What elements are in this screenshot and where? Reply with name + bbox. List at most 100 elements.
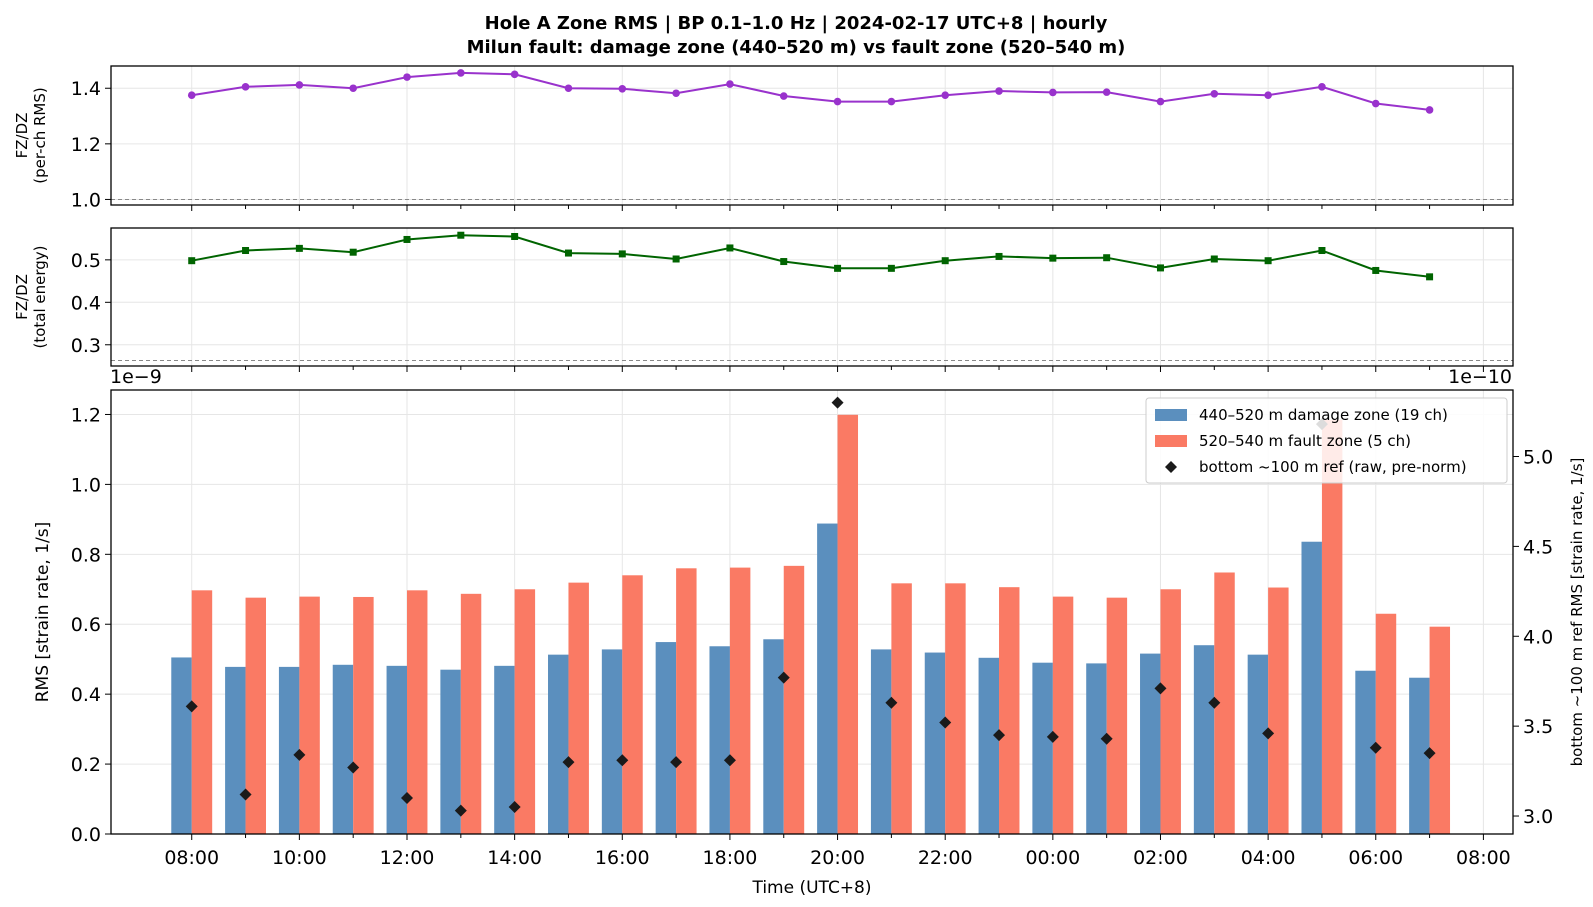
rms-ratio-panel: 1.0 1.2 1.4 FZ/DZ (per-ch RMS) bbox=[13, 65, 1514, 211]
x-tick-label: 18:00 bbox=[703, 847, 758, 869]
y-tick-label: 0.8 bbox=[71, 544, 101, 566]
damage-zone-bar bbox=[278, 666, 300, 834]
legend-label: 520–540 m fault zone (5 ch) bbox=[1199, 432, 1411, 450]
ratio-point bbox=[457, 69, 465, 77]
y-tick-label: 0.3 bbox=[71, 335, 101, 357]
reference-rms-marker bbox=[185, 700, 198, 713]
ratio-point bbox=[941, 257, 949, 265]
ratio-point bbox=[1372, 266, 1380, 274]
damage-zone-bar bbox=[548, 654, 569, 834]
fault-zone-bar bbox=[191, 590, 213, 834]
damage-zone-bar bbox=[709, 646, 730, 834]
fault-zone-bar bbox=[460, 593, 482, 834]
y-tick-label: 1.0 bbox=[71, 189, 101, 211]
fault-zone-bar bbox=[1052, 596, 1074, 834]
ratio-point bbox=[457, 231, 465, 239]
ratio-point bbox=[1318, 247, 1326, 255]
ratio-point bbox=[672, 255, 680, 263]
fault-zone-bar bbox=[1214, 572, 1235, 834]
reference-rms-marker bbox=[670, 756, 683, 769]
legend-swatch bbox=[1155, 409, 1187, 421]
damage-zone-bar bbox=[171, 657, 192, 834]
ratio-point bbox=[726, 244, 734, 252]
ratio-point bbox=[1103, 254, 1111, 262]
reference-rms-marker bbox=[239, 788, 252, 801]
ratio-point bbox=[1210, 90, 1219, 98]
fault-zone-bar bbox=[353, 596, 374, 834]
plot-frame bbox=[110, 227, 1514, 367]
ratio-point bbox=[1156, 264, 1164, 272]
damage-zone-bar bbox=[870, 649, 892, 834]
ratio-point bbox=[833, 97, 842, 106]
reference-rms-marker bbox=[831, 396, 844, 409]
ratio-point bbox=[618, 250, 626, 258]
y-axis-label: FZ/DZ bbox=[13, 274, 31, 320]
damage-zone-bar bbox=[1247, 654, 1269, 834]
ratio-point bbox=[564, 84, 573, 93]
y-tick-label: 1.2 bbox=[71, 134, 101, 156]
reference-rms-marker bbox=[939, 716, 952, 729]
ratio-point bbox=[188, 257, 196, 265]
ratio-point bbox=[1156, 97, 1165, 106]
y-tick-label: 0.4 bbox=[71, 292, 101, 314]
damage-zone-bar bbox=[763, 639, 784, 834]
ratio-point bbox=[241, 83, 250, 91]
reference-rms-marker bbox=[993, 729, 1006, 742]
reference-rms-marker bbox=[1262, 727, 1275, 740]
y-axis-label: RMS [strain rate, 1/s] bbox=[33, 522, 53, 703]
ratio-point bbox=[564, 249, 572, 257]
ratio-point bbox=[1264, 91, 1272, 99]
damage-zone-bar bbox=[225, 666, 246, 834]
reference-rms-marker bbox=[1046, 730, 1059, 743]
fault-zone-bar bbox=[945, 583, 966, 834]
legend-swatch bbox=[1155, 435, 1187, 447]
reference-rms-marker bbox=[1208, 696, 1221, 709]
reference-rms-marker bbox=[293, 748, 306, 761]
damage-zone-bar bbox=[655, 642, 677, 834]
y-axis-label: (per-ch RMS) bbox=[31, 87, 49, 183]
reference-rms-marker bbox=[1100, 732, 1113, 745]
right-y-tick-label: 4.5 bbox=[1523, 536, 1553, 558]
reference-rms-marker bbox=[508, 801, 521, 814]
reference-rms-marker bbox=[723, 754, 736, 767]
fault-zone-bar bbox=[1321, 419, 1343, 834]
y-tick-label: 0.0 bbox=[71, 824, 101, 846]
x-tick-label: 06:00 bbox=[1348, 847, 1403, 869]
reference-rms-marker bbox=[401, 792, 414, 805]
ratio-point bbox=[403, 235, 411, 243]
ratio-point bbox=[510, 70, 519, 79]
ratio-series-line bbox=[191, 71, 1430, 111]
x-tick-label: 22:00 bbox=[918, 847, 973, 869]
ratio-point bbox=[403, 73, 411, 81]
ratio-point bbox=[672, 89, 680, 98]
fault-zone-bar bbox=[1375, 613, 1397, 834]
legend-box bbox=[1145, 397, 1508, 484]
fault-zone-bar bbox=[1429, 626, 1451, 834]
x-axis-label: Time (UTC+8) bbox=[751, 878, 871, 898]
fault-zone-bar bbox=[837, 414, 859, 834]
ratio-point bbox=[1426, 273, 1434, 281]
x-tick-label: 20:00 bbox=[810, 847, 865, 869]
fault-zone-bar bbox=[891, 583, 912, 834]
x-tick-label: 04:00 bbox=[1241, 847, 1296, 869]
fault-zone-bar bbox=[568, 582, 589, 834]
x-tick-label: 08:00 bbox=[1456, 847, 1511, 869]
damage-zone-bar bbox=[332, 664, 354, 834]
damage-zone-bar bbox=[1193, 645, 1215, 834]
y-tick-label: 1.4 bbox=[71, 78, 101, 100]
right-y-tick-label: 5.0 bbox=[1523, 447, 1553, 469]
fault-zone-bar bbox=[245, 597, 267, 834]
legend-marker bbox=[1165, 461, 1177, 473]
legend-label: 440–520 m damage zone (19 ch) bbox=[1199, 406, 1448, 424]
ratio-point bbox=[834, 264, 842, 272]
ratio-point bbox=[511, 232, 519, 240]
ratio-point bbox=[242, 247, 250, 255]
fault-zone-bar bbox=[299, 596, 320, 834]
damage-zone-bar bbox=[440, 669, 461, 834]
x-tick-label: 16:00 bbox=[595, 847, 650, 869]
y-axis-label: FZ/DZ bbox=[13, 113, 31, 159]
ratio-point bbox=[779, 92, 788, 100]
fault-zone-bar bbox=[622, 575, 643, 834]
ratio-point bbox=[618, 84, 627, 93]
